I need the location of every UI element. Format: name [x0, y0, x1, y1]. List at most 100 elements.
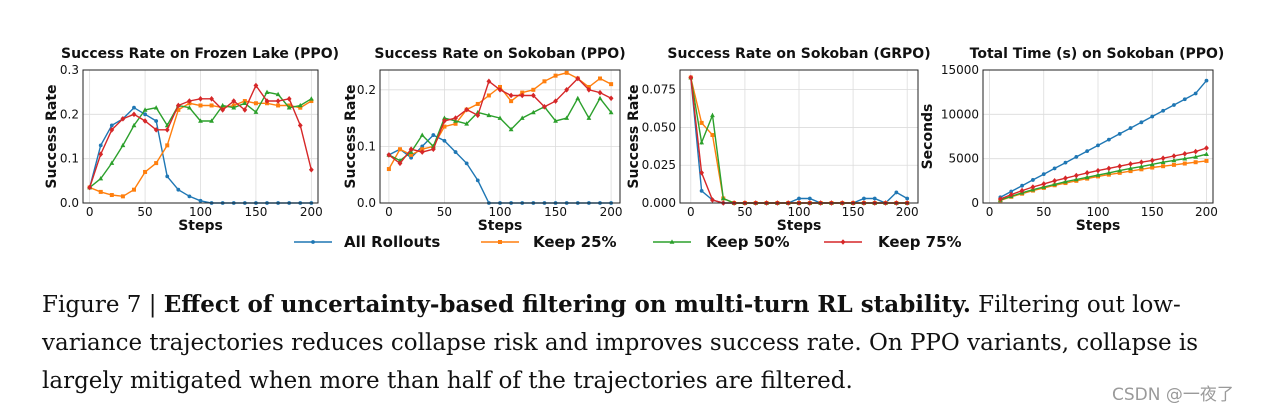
data-point [1161, 108, 1165, 113]
data-point [598, 76, 602, 81]
data-point [297, 102, 303, 108]
y-tick-label: 0.0 [357, 196, 376, 210]
data-point [862, 196, 866, 201]
chart-title: Success Rate on Frozen Lake (PPO) [61, 46, 339, 62]
data-point [1182, 161, 1187, 166]
x-axis-label: Steps [777, 218, 822, 234]
data-point [699, 120, 704, 125]
data-point [187, 194, 192, 199]
legend-label: Keep 50% [706, 233, 790, 251]
x-tick-label: 200 [1195, 205, 1218, 219]
data-point [688, 74, 694, 81]
data-point [1106, 165, 1112, 172]
data-point [164, 127, 170, 133]
data-point [209, 118, 214, 123]
data-point [542, 103, 547, 110]
data-point [1182, 156, 1188, 161]
data-point [1138, 164, 1144, 169]
x-axis-label: Steps [1076, 218, 1121, 234]
y-tick-label: 0.000 [642, 196, 676, 210]
data-point [442, 124, 447, 129]
data-point [209, 103, 214, 108]
data-point [699, 189, 704, 193]
y-axis-label: Success Rate [626, 84, 642, 188]
y-tick-label: 0.2 [60, 107, 79, 121]
data-point [1139, 167, 1144, 172]
data-point [98, 151, 104, 158]
caption-bold: Effect of uncertainty-based filtering on… [163, 291, 971, 318]
data-point [1063, 160, 1068, 165]
legend-marker [311, 240, 315, 244]
data-point [497, 115, 503, 120]
data-point [98, 189, 103, 194]
x-tick-label: 0 [86, 205, 94, 219]
x-tick-label: 200 [300, 205, 323, 219]
x-axis-label: Steps [178, 218, 223, 234]
data-point [519, 115, 525, 120]
data-point [131, 122, 137, 128]
data-point [475, 178, 480, 183]
x-tick-label: 100 [788, 205, 811, 219]
y-tick-label: 0.075 [642, 83, 676, 97]
data-point [175, 102, 181, 109]
data-point [519, 92, 525, 99]
data-point [154, 119, 159, 123]
data-point [308, 166, 314, 173]
data-point [464, 161, 469, 166]
data-point [597, 89, 603, 96]
y-tick-label: 0.2 [357, 83, 376, 97]
data-point [276, 103, 281, 108]
data-point [1128, 126, 1133, 130]
data-point [597, 95, 603, 101]
x-tick-label: 0 [385, 205, 393, 219]
data-point [575, 95, 581, 101]
data-point [220, 102, 226, 108]
data-point [109, 127, 115, 133]
data-point [1193, 160, 1198, 165]
data-point [1204, 145, 1209, 151]
data-point [187, 98, 192, 104]
data-point [464, 121, 470, 126]
data-point [442, 118, 447, 124]
data-point [142, 118, 148, 124]
data-point [1161, 164, 1166, 169]
data-point [253, 82, 259, 89]
data-point [553, 73, 558, 78]
data-point [1193, 154, 1199, 159]
data-point [154, 161, 159, 166]
data-point [486, 78, 492, 85]
data-point [1095, 167, 1101, 174]
data-point [905, 196, 910, 201]
data-point [710, 132, 715, 137]
data-point [87, 184, 93, 191]
data-point [1096, 143, 1100, 148]
x-tick-label: 0 [986, 205, 994, 219]
y-axis-label: Success Rate [343, 84, 359, 188]
data-point [1149, 157, 1155, 164]
plot-frame [679, 69, 919, 204]
data-point [807, 196, 812, 201]
data-point [442, 138, 447, 143]
data-point [187, 105, 192, 110]
data-point [1073, 172, 1079, 179]
data-point [530, 92, 536, 99]
data-point [797, 196, 801, 201]
watermark: CSDN @一夜了 [1112, 385, 1234, 405]
data-point [1106, 137, 1111, 142]
data-point [509, 99, 514, 104]
data-point [453, 121, 458, 126]
data-point [586, 115, 592, 120]
data-point [198, 96, 203, 102]
caption-label: Figure 7 | [42, 292, 164, 318]
data-point [286, 96, 292, 102]
x-tick-label: 100 [189, 205, 212, 219]
plot-frame [379, 69, 621, 204]
data-point [419, 149, 425, 155]
legend-label: Keep 25% [533, 233, 617, 251]
data-point [1074, 154, 1079, 159]
plot-frame [982, 69, 1214, 204]
data-point [153, 127, 159, 133]
data-point [220, 107, 226, 113]
y-tick-label: 0.025 [642, 158, 676, 172]
